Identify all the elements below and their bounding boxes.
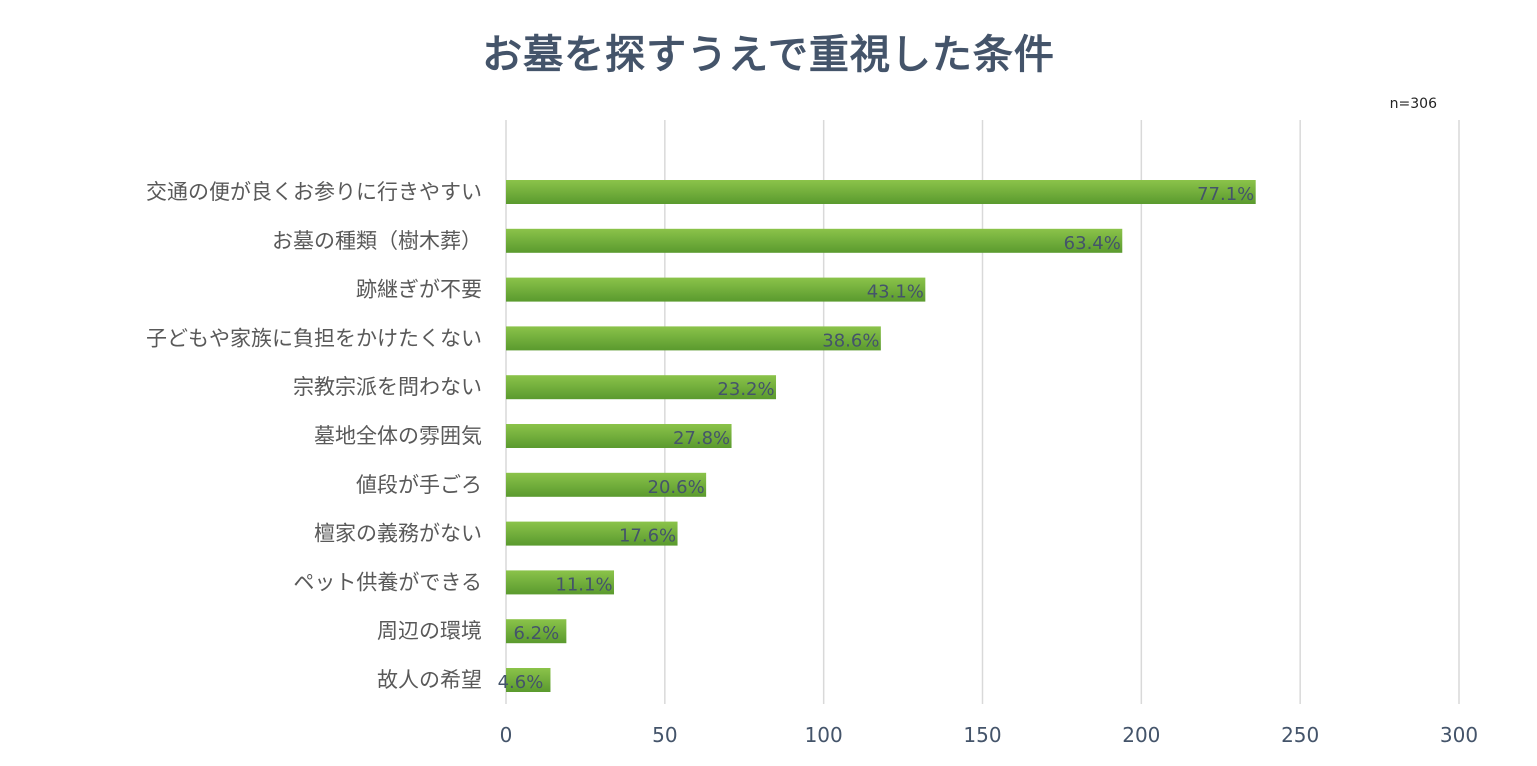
category-label: 子どもや家族に負担をかけたくない <box>146 326 482 350</box>
grid-lines <box>505 120 1460 704</box>
x-tick-label: 0 <box>500 723 513 747</box>
data-label: 6.2% <box>513 623 559 644</box>
category-label: 交通の便が良くお参りに行きやすい <box>146 180 482 204</box>
data-labels: 77.1% 63.4% 43.1% 38.6% 23.2% 27.8% 20.6% 17.6%… <box>498 184 1255 693</box>
bar <box>506 619 567 644</box>
category-label: お墓の種類（樹木葬） <box>272 229 482 253</box>
category-label: 宗教宗派を問わない <box>293 375 482 399</box>
data-label: 17.6% <box>619 526 676 547</box>
bar <box>506 180 1256 204</box>
bar <box>506 472 707 497</box>
bar <box>506 326 881 351</box>
x-tick-label: 50 <box>652 723 677 747</box>
data-label: 63.4% <box>1064 233 1121 254</box>
bar <box>506 521 678 546</box>
data-label: 38.6% <box>822 330 879 351</box>
bar <box>506 228 1123 253</box>
category-label: 跡継ぎが不要 <box>356 278 482 302</box>
data-label: 27.8% <box>673 428 730 449</box>
bar <box>506 570 615 595</box>
data-label: 4.6% <box>498 672 544 693</box>
category-label: 檀家の義務がない <box>314 522 482 546</box>
x-tick-label: 200 <box>1122 723 1160 747</box>
x-tick-label: 300 <box>1440 723 1478 747</box>
x-tick-label: 150 <box>963 723 1001 747</box>
category-label: ペット供養ができる <box>293 570 482 594</box>
bar <box>506 424 732 448</box>
sample-size-note: n=306 <box>1389 96 1437 112</box>
data-label: 23.2% <box>717 379 774 400</box>
bars <box>506 180 1256 692</box>
bar <box>506 375 777 400</box>
data-label: 20.6% <box>648 477 705 498</box>
data-label: 77.1% <box>1197 184 1254 205</box>
category-label: 値段が手ごろ <box>356 473 482 497</box>
category-label: 周辺の環境 <box>377 619 482 643</box>
x-tick-label: 100 <box>805 723 843 747</box>
category-label: 墓地全体の雰囲気 <box>314 424 482 448</box>
x-axis-ticks: 0 50 100 150 200 250 300 <box>500 723 1478 747</box>
data-label: 43.1% <box>867 282 924 303</box>
category-label: 故人の希望 <box>377 668 482 692</box>
chart-title: お墓を探すうえで重視した条件 <box>482 32 1055 78</box>
bar <box>506 668 551 692</box>
x-tick-label: 250 <box>1281 723 1319 747</box>
data-label: 11.1% <box>555 574 612 595</box>
bar <box>506 277 926 302</box>
